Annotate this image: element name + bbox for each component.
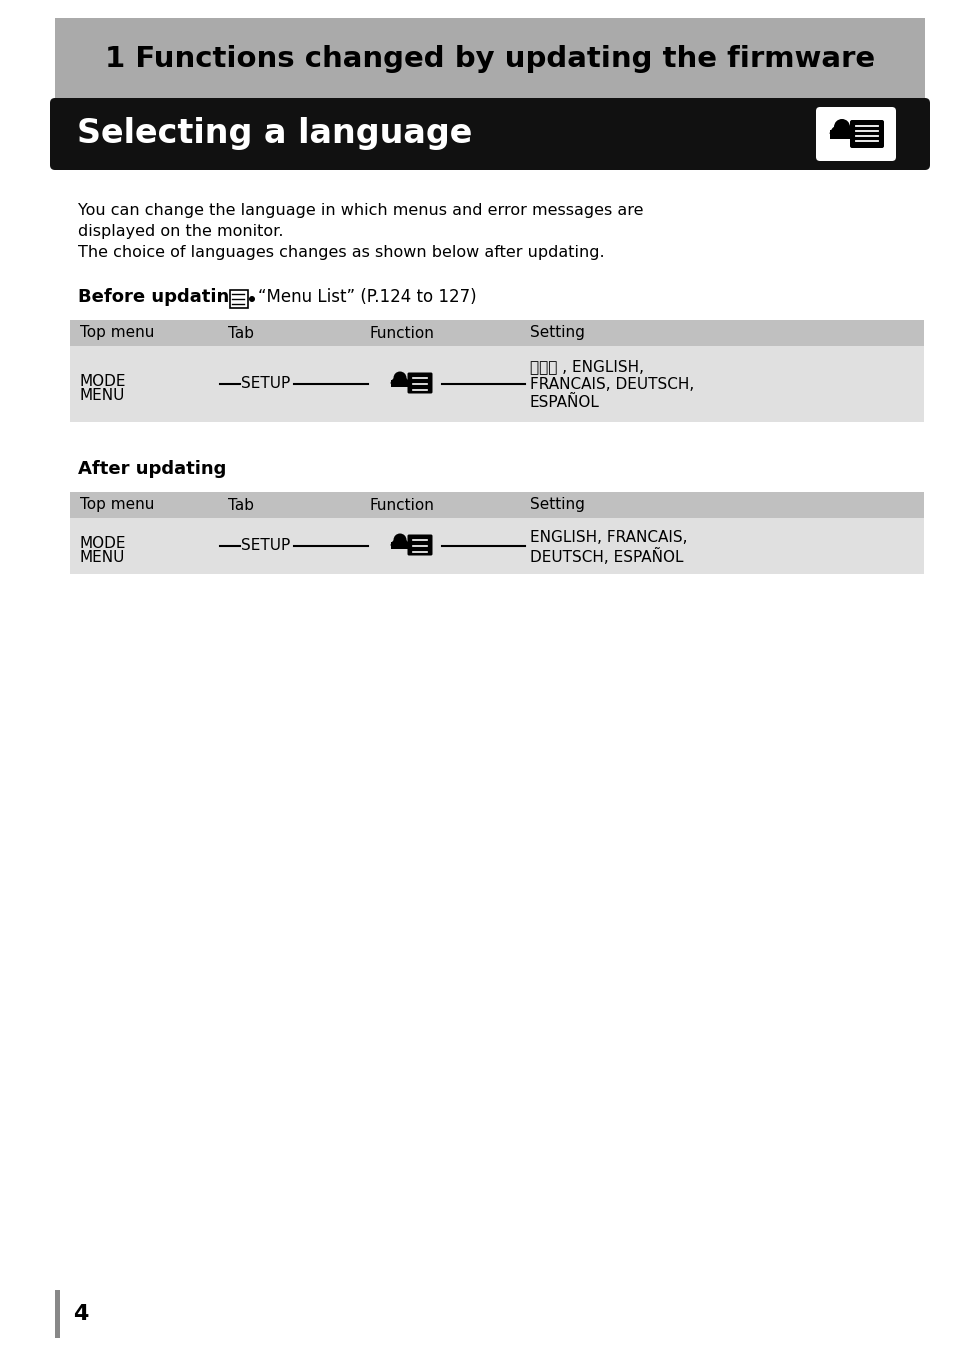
- Wedge shape: [828, 124, 854, 136]
- FancyBboxPatch shape: [815, 107, 895, 161]
- Bar: [70, 518, 923, 574]
- Text: FRANCAIS, DEUTSCH,: FRANCAIS, DEUTSCH,: [530, 377, 694, 392]
- FancyBboxPatch shape: [50, 99, 929, 170]
- Wedge shape: [390, 539, 409, 548]
- Text: Before updating: Before updating: [78, 288, 242, 306]
- Text: Top menu: Top menu: [80, 325, 154, 340]
- Text: Function: Function: [370, 325, 435, 340]
- Text: MODE: MODE: [80, 374, 127, 389]
- Text: You can change the language in which menus and error messages are: You can change the language in which men…: [78, 202, 643, 217]
- Circle shape: [393, 533, 406, 547]
- Text: SETUP: SETUP: [241, 377, 290, 392]
- Text: Top menu: Top menu: [80, 498, 154, 513]
- FancyBboxPatch shape: [407, 373, 432, 393]
- Text: Setting: Setting: [530, 325, 584, 340]
- Text: The choice of languages changes as shown below after updating.: The choice of languages changes as shown…: [78, 244, 604, 261]
- Wedge shape: [390, 377, 409, 386]
- Text: Setting: Setting: [530, 498, 584, 513]
- Circle shape: [249, 296, 254, 302]
- Text: MENU: MENU: [80, 387, 125, 404]
- Text: displayed on the monitor.: displayed on the monitor.: [78, 224, 283, 239]
- Bar: [70, 491, 923, 518]
- Text: After updating: After updating: [78, 460, 226, 478]
- Text: DEUTSCH, ESPAÑOL: DEUTSCH, ESPAÑOL: [530, 548, 682, 566]
- Text: Tab: Tab: [228, 325, 253, 340]
- Bar: [70, 320, 923, 346]
- Bar: [55, 1291, 60, 1338]
- Bar: [55, 18, 924, 100]
- Bar: [829, 130, 853, 139]
- Text: 日本語 , ENGLISH,: 日本語 , ENGLISH,: [530, 359, 643, 374]
- FancyBboxPatch shape: [407, 535, 432, 555]
- Text: MODE: MODE: [80, 536, 127, 551]
- Text: Selecting a language: Selecting a language: [77, 117, 472, 150]
- Text: SETUP: SETUP: [241, 539, 290, 553]
- Bar: [230, 290, 248, 308]
- Text: 1 Functions changed by updating the firmware: 1 Functions changed by updating the firm…: [105, 45, 874, 73]
- Text: “Menu List” (P.124 to 127): “Menu List” (P.124 to 127): [257, 288, 476, 306]
- Circle shape: [833, 119, 849, 135]
- Text: ENGLISH, FRANCAIS,: ENGLISH, FRANCAIS,: [530, 531, 687, 545]
- FancyBboxPatch shape: [849, 120, 883, 148]
- Text: Function: Function: [370, 498, 435, 513]
- Text: ESPAÑOL: ESPAÑOL: [530, 396, 599, 410]
- Bar: [70, 346, 923, 423]
- Bar: [391, 379, 409, 387]
- Text: MENU: MENU: [80, 549, 125, 566]
- Text: 4: 4: [73, 1304, 89, 1324]
- Bar: [391, 541, 409, 549]
- Text: Tab: Tab: [228, 498, 253, 513]
- Circle shape: [393, 371, 406, 385]
